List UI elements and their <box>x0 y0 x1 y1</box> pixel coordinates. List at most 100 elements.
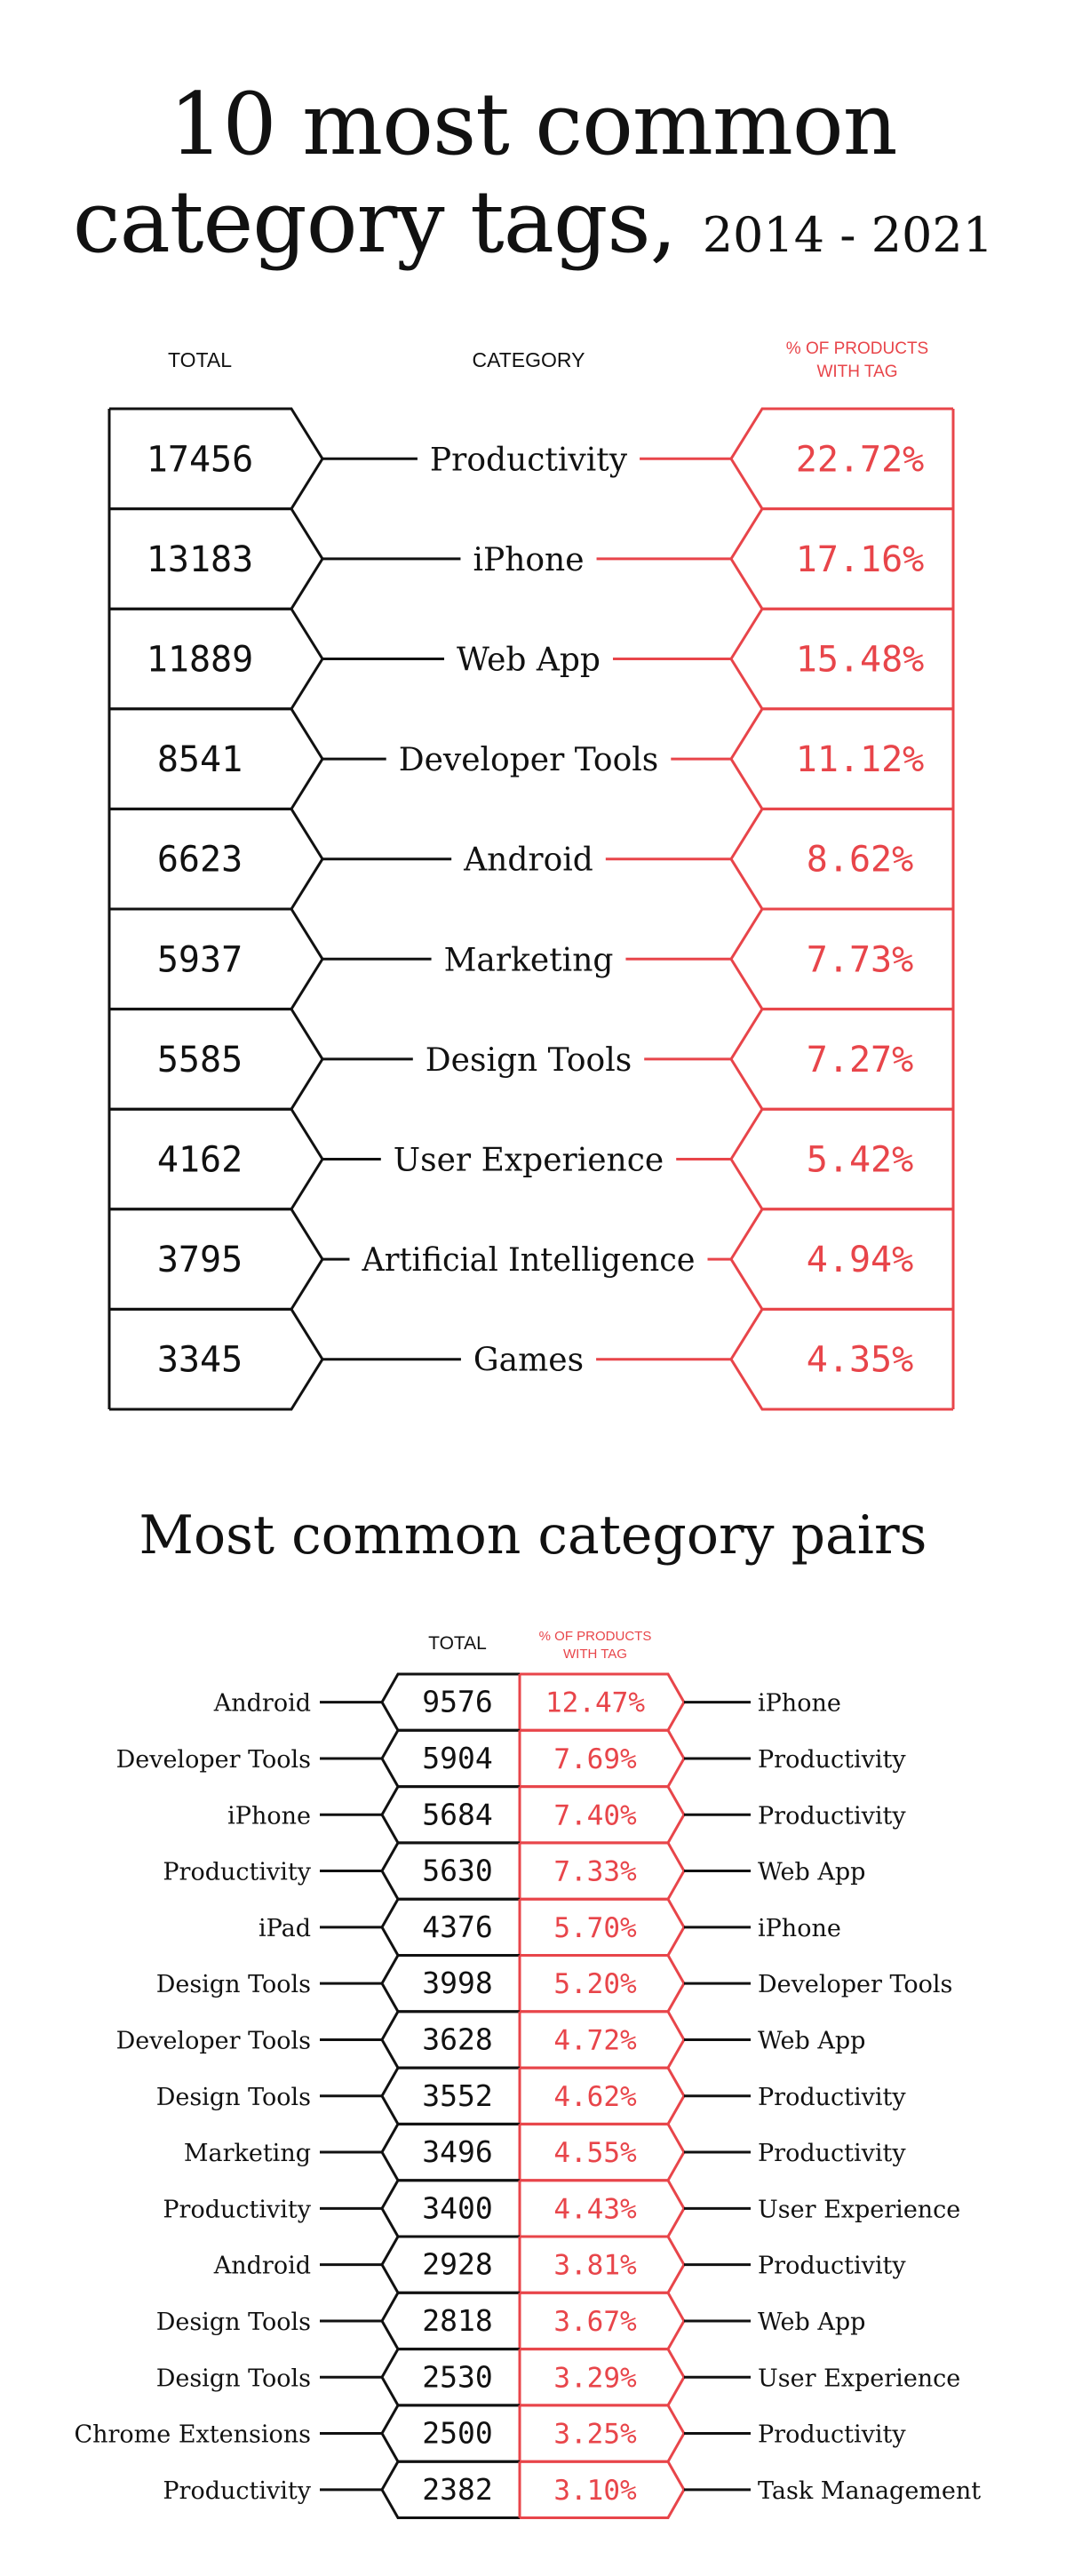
pair-total-shape <box>380 1841 520 1901</box>
pair-left-category: Design Tools <box>156 2365 311 2392</box>
pair-right-category: Productivity <box>758 1746 906 1774</box>
pair-total: 2928 <box>422 2247 492 2282</box>
pair-pct-shape <box>520 2010 686 2070</box>
tag-pct: 7.27% <box>807 1040 913 1081</box>
pair-total: 5630 <box>422 1854 492 1888</box>
pair-pct-shape <box>520 1672 686 1732</box>
header-pct-line2: WITH TAG <box>816 363 897 381</box>
pair-pct: 3.67% <box>553 2306 637 2338</box>
tag-row: 3795 4.94% Artificial Intelligence <box>109 1208 953 1311</box>
title-line-2: category tags, 2014 - 2021 <box>0 173 1066 284</box>
top-tags-rows: 17456 22.72% Productivity 13183 17.16% iPhone… <box>107 407 955 1411</box>
pair-total: 4376 <box>422 1910 492 1944</box>
tag-total: 8541 <box>157 739 243 780</box>
pair-total: 2818 <box>422 2303 492 2338</box>
tag-total: 5937 <box>157 939 243 980</box>
header-category: CATEGORY <box>473 348 585 371</box>
pair-total: 2500 <box>422 2416 492 2451</box>
tag-row: 5585 7.27% Design Tools <box>109 1008 953 1111</box>
pair-right-category: Productivity <box>758 2421 906 2449</box>
pair-total: 2530 <box>422 2359 492 2394</box>
pair-left-category: Developer Tools <box>116 1746 311 1774</box>
pair-pct-shape <box>520 1785 686 1845</box>
title-line-2-text: category tags, <box>72 172 677 272</box>
pair-pct-shape <box>520 2460 686 2519</box>
tag-row: 13183 17.16% iPhone <box>109 507 953 610</box>
pair-row: Developer Tools Web App 3628 4.72% <box>116 2010 865 2070</box>
pair-pct-shape <box>520 2179 686 2238</box>
pair-right-category: User Experience <box>758 2365 960 2392</box>
pairs-header-pct-line1: % OF PRODUCTS <box>539 1629 652 1644</box>
pair-total-shape <box>380 2348 520 2407</box>
pair-total-shape <box>380 2066 520 2125</box>
pair-pct: 5.70% <box>553 1912 637 1944</box>
pair-row: Productivity User Experience 3400 4.43% <box>163 2179 960 2238</box>
pair-total-shape <box>380 2179 520 2238</box>
pair-total: 3552 <box>422 2078 492 2113</box>
pair-right-category: Developer Tools <box>758 1971 952 1998</box>
pair-right-category: iPhone <box>758 1690 841 1718</box>
pair-total: 5904 <box>422 1741 492 1775</box>
title-block: 10 most common category tags, 2014 - 202… <box>0 0 1066 284</box>
tag-total: 3345 <box>157 1340 243 1381</box>
pair-pct: 4.72% <box>553 2024 637 2056</box>
pair-pct: 12.47% <box>545 1687 645 1719</box>
pair-total-shape <box>380 2122 520 2182</box>
tag-pct: 8.62% <box>807 840 913 881</box>
pair-left-category: Design Tools <box>156 2309 311 2336</box>
pair-total: 3496 <box>422 2134 492 2169</box>
pair-right-category: iPhone <box>758 1915 841 1942</box>
pair-left-category: Android <box>213 2253 311 2280</box>
tag-row: 8541 11.12% Developer Tools <box>109 707 953 810</box>
pair-pct-shape <box>520 1897 686 1957</box>
tag-category: Games <box>473 1343 584 1379</box>
tag-pct: 22.72% <box>796 439 925 480</box>
pairs-rows: Android iPhone 9576 12.47% Developer Tools Pr… <box>74 1672 981 2519</box>
pair-right-category: Productivity <box>758 2084 906 2111</box>
pair-pct-shape <box>520 2348 686 2407</box>
tag-pct: 7.73% <box>807 939 913 980</box>
tag-category: Artificial Intelligence <box>362 1242 696 1279</box>
tag-category: Design Tools <box>426 1042 632 1079</box>
header-pct-line1: % OF PRODUCTS <box>786 339 928 358</box>
tag-category: Developer Tools <box>399 742 659 778</box>
pair-total: 2382 <box>422 2472 492 2507</box>
pair-row: Android Productivity 2928 3.81% <box>213 2235 906 2294</box>
tag-pct: 4.35% <box>807 1340 913 1381</box>
tag-row: 5937 7.73% Marketing <box>109 907 953 1011</box>
pair-pct: 7.40% <box>553 1799 637 1831</box>
pair-pct-shape <box>520 2235 686 2294</box>
pair-pct: 3.29% <box>553 2362 637 2394</box>
pair-pct: 5.20% <box>553 1968 637 2000</box>
pair-left-category: Design Tools <box>156 2084 311 2111</box>
pairs-header-total: TOTAL <box>428 1633 487 1654</box>
pair-total-shape <box>380 1785 520 1845</box>
pair-total-shape <box>380 1728 520 1789</box>
pair-total-shape <box>380 2291 520 2351</box>
pair-total-shape <box>380 1954 520 2014</box>
tag-pct: 11.12% <box>796 739 925 780</box>
pair-right-category: Productivity <box>758 1802 906 1830</box>
pair-pct: 3.25% <box>553 2419 637 2451</box>
pair-pct: 3.10% <box>553 2475 637 2507</box>
tag-category: User Experience <box>394 1143 664 1179</box>
pairs-header-pct-line2: WITH TAG <box>563 1647 627 1662</box>
pair-pct-shape <box>520 2404 686 2463</box>
pair-total: 3628 <box>422 2022 492 2056</box>
tag-row: 11889 15.48% Web App <box>109 607 953 711</box>
pair-row: Productivity Web App 5630 7.33% <box>163 1841 865 1901</box>
title-years: 2014 - 2021 <box>702 207 994 263</box>
pair-pct: 4.62% <box>553 2081 637 2113</box>
pair-total: 3998 <box>422 1966 492 2000</box>
pair-pct-shape <box>520 2122 686 2182</box>
pair-row: iPad iPhone 4376 5.70% <box>259 1897 841 1957</box>
pair-left-category: Productivity <box>163 2196 311 2223</box>
pair-row: Marketing Productivity 3496 4.55% <box>184 2122 906 2182</box>
tag-row: 3345 4.35% Games <box>109 1307 953 1411</box>
tag-total: 6623 <box>157 840 243 881</box>
pair-total-shape <box>380 2404 520 2463</box>
tag-category: Marketing <box>444 942 614 978</box>
pair-row: Design Tools User Experience 2530 3.29% <box>156 2348 960 2407</box>
pair-row: iPhone Productivity 5684 7.40% <box>227 1785 906 1845</box>
pair-total: 3400 <box>422 2190 492 2225</box>
